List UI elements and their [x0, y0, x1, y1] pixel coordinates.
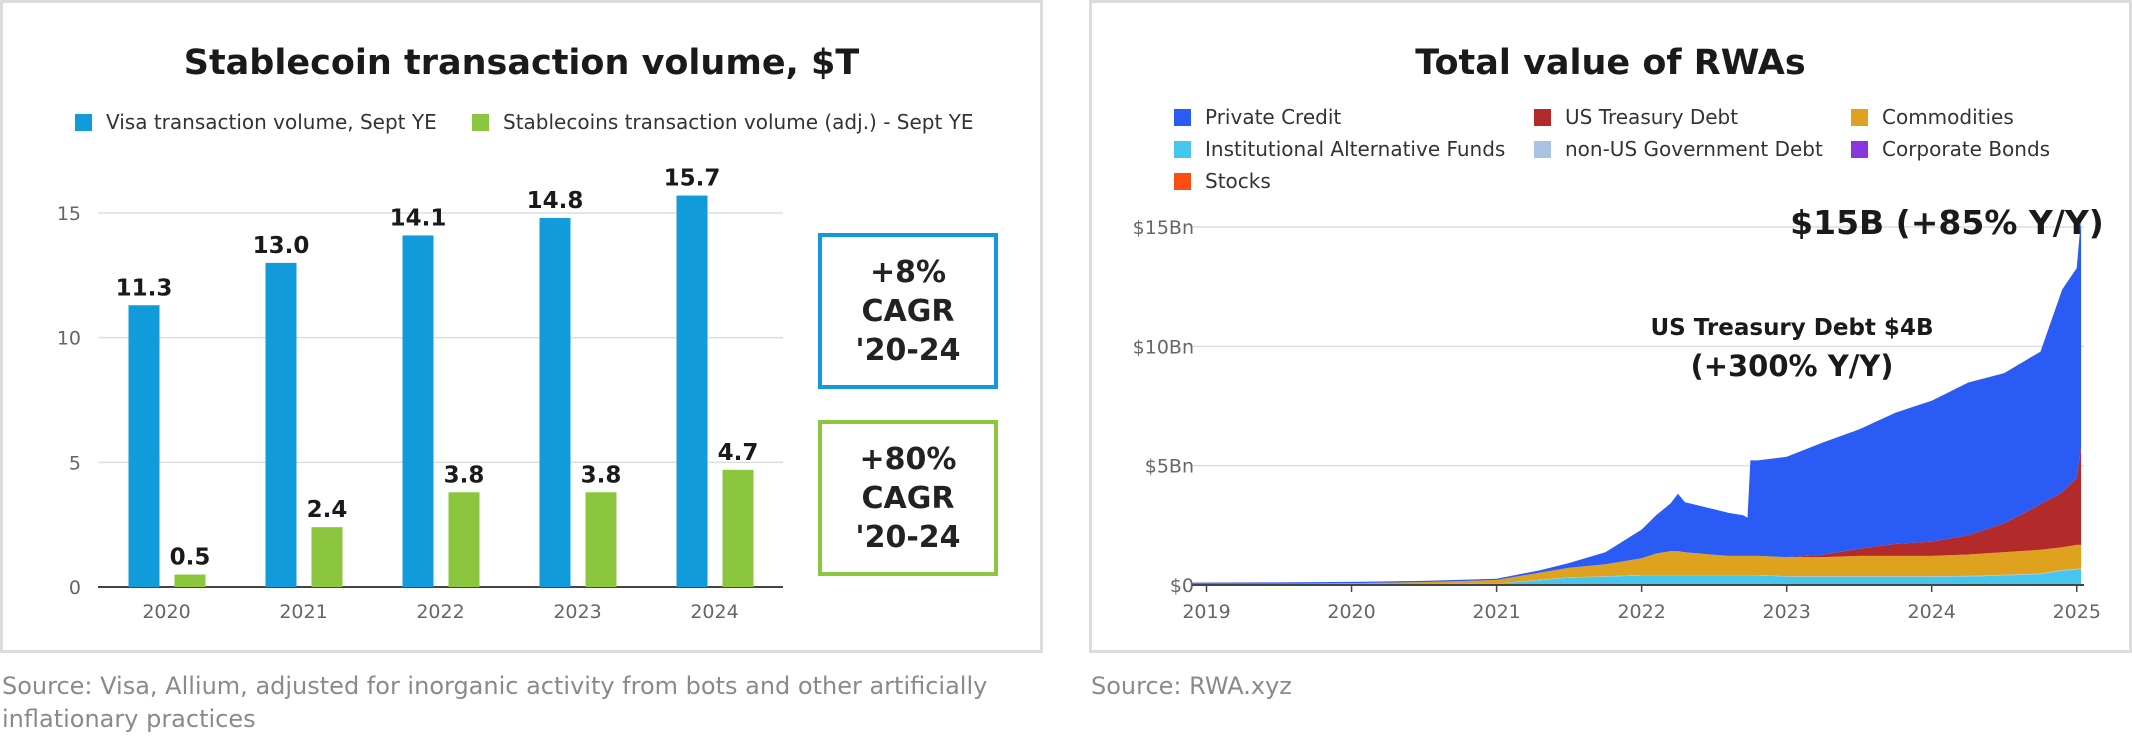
data-label: 4.7: [718, 440, 759, 466]
legend-label: Commodities: [1882, 105, 2014, 129]
data-label: 3.8: [444, 462, 485, 488]
chart-title: Total value of RWAs: [1415, 43, 1806, 83]
stablecoin-bar: [722, 469, 754, 587]
y-tick-label: $15Bn: [1133, 217, 1194, 239]
legend-swatch: [1851, 140, 1868, 158]
x-tick-label: 2021: [1472, 601, 1520, 623]
legend-swatch: [75, 113, 92, 131]
x-tick-label: 2019: [1182, 601, 1230, 623]
legend-label: Stablecoins transaction volume (adj.) - …: [503, 110, 974, 134]
legend-item-institutional-alternative-funds: Institutional Alternative Funds: [1174, 137, 1505, 161]
x-tick-label: 2020: [142, 601, 190, 623]
x-tick-label: 2025: [2053, 601, 2101, 623]
total-annotation: $15B (+85% Y/Y): [1790, 203, 2104, 242]
legend-swatch: [472, 113, 489, 131]
legend-swatch: [1174, 172, 1191, 190]
bar-chart: 0 5 10 15 2020 11.3 0.5 2021 13.0 2.4 2022 14.1 3.8 2…: [57, 166, 783, 623]
visa-bar: [676, 195, 708, 587]
stablecoin-bar: [174, 574, 206, 587]
rwa-chart-panel: Total value of RWAs Private Credit US Tre…: [1089, 0, 2132, 653]
chart-title: Stablecoin transaction volume, $T: [183, 43, 860, 83]
x-tick-label: 2023: [553, 601, 601, 623]
stablecoin-cagr-text: +80% CAGR '20-24: [855, 441, 961, 555]
visa-bar: [128, 305, 160, 587]
data-label: 2.4: [307, 497, 348, 523]
x-tick-label: 2021: [279, 601, 327, 623]
legend-item-commodities: Commodities: [1851, 105, 2014, 129]
legend-swatch: [1534, 108, 1551, 126]
area-commodities: [1192, 544, 2082, 585]
source-note: Source: RWA.xyz: [1091, 672, 1292, 700]
y-tick-label: $0: [1170, 575, 1194, 597]
y-tick-label: 0: [69, 577, 81, 599]
visa-bar: [265, 262, 297, 587]
legend-label: Private Credit: [1205, 105, 1342, 129]
stablecoin-bar: [311, 527, 343, 587]
area-chart: $0 $5Bn $10Bn $15Bn 2019 2020 2021 2022 2023 2024…: [1133, 217, 2101, 623]
visa-cagr-box: +8% CAGR '20-24: [818, 233, 998, 389]
source-note: Source: Visa, Allium, adjusted for inorg…: [2, 672, 988, 733]
visa-bar: [539, 217, 571, 587]
visa-bar: [402, 235, 434, 587]
legend-swatch: [1174, 140, 1191, 158]
legend-label: non-US Government Debt: [1565, 137, 1823, 161]
x-tick-label: 2022: [416, 601, 464, 623]
legend-swatch: [1174, 108, 1191, 126]
legend-swatch: [1534, 140, 1551, 158]
legend-item-stocks: Stocks: [1174, 169, 1271, 193]
data-label: 14.1: [390, 205, 447, 231]
y-tick-label: $10Bn: [1133, 336, 1194, 358]
legend-item-non-us-government-debt: non-US Government Debt: [1534, 137, 1823, 161]
legend-item-visa: Visa transaction volume, Sept YE: [75, 110, 437, 134]
ust-annotation-line1: US Treasury Debt $4B: [1637, 315, 1947, 341]
x-tick-label: 2024: [690, 601, 738, 623]
stablecoin-cagr-box: +80% CAGR '20-24: [818, 420, 998, 576]
y-tick-label: 10: [57, 328, 81, 350]
data-label: 11.3: [116, 275, 173, 301]
area-institutional-alternative-funds: [1192, 569, 2082, 585]
data-label: 13.0: [253, 233, 310, 259]
area-private-credit: [1192, 217, 2082, 584]
x-tick-label: 2020: [1327, 601, 1375, 623]
x-tick-label: 2024: [1908, 601, 1956, 623]
y-tick-label: $5Bn: [1145, 456, 1194, 478]
ust-annotation-line2: (+300% Y/Y): [1637, 349, 1947, 383]
data-label: 14.8: [527, 188, 584, 214]
legend-label: Corporate Bonds: [1882, 137, 2051, 161]
legend-label: Institutional Alternative Funds: [1205, 137, 1506, 161]
legend-swatch: [1851, 108, 1868, 126]
x-tick-label: 2022: [1617, 601, 1665, 623]
x-tick-label: 2023: [1762, 601, 1810, 623]
visa-cagr-text: +8% CAGR '20-24: [855, 254, 961, 368]
legend-item-us-treasury-debt: US Treasury Debt: [1534, 105, 1738, 129]
data-label: 3.8: [581, 462, 622, 488]
legend-item-corporate-bonds: Corporate Bonds: [1851, 137, 2050, 161]
y-tick-label: 5: [69, 452, 81, 474]
legend-label: US Treasury Debt: [1565, 105, 1739, 129]
data-label: 0.5: [170, 545, 211, 571]
area-us-treasury-debt: [1192, 447, 2082, 584]
data-label: 15.7: [664, 166, 721, 192]
stablecoin-chart-panel: Stablecoin transaction volume, $T Visa t…: [0, 0, 1043, 653]
legend-item-private-credit: Private Credit: [1174, 105, 1341, 129]
legend-label: Stocks: [1205, 169, 1271, 193]
stablecoin-bar: [585, 492, 617, 587]
legend-label: Visa transaction volume, Sept YE: [106, 110, 437, 134]
stablecoin-bar: [448, 492, 480, 587]
y-tick-label: 15: [57, 203, 81, 225]
legend-item-stablecoins: Stablecoins transaction volume (adj.) - …: [472, 110, 974, 134]
